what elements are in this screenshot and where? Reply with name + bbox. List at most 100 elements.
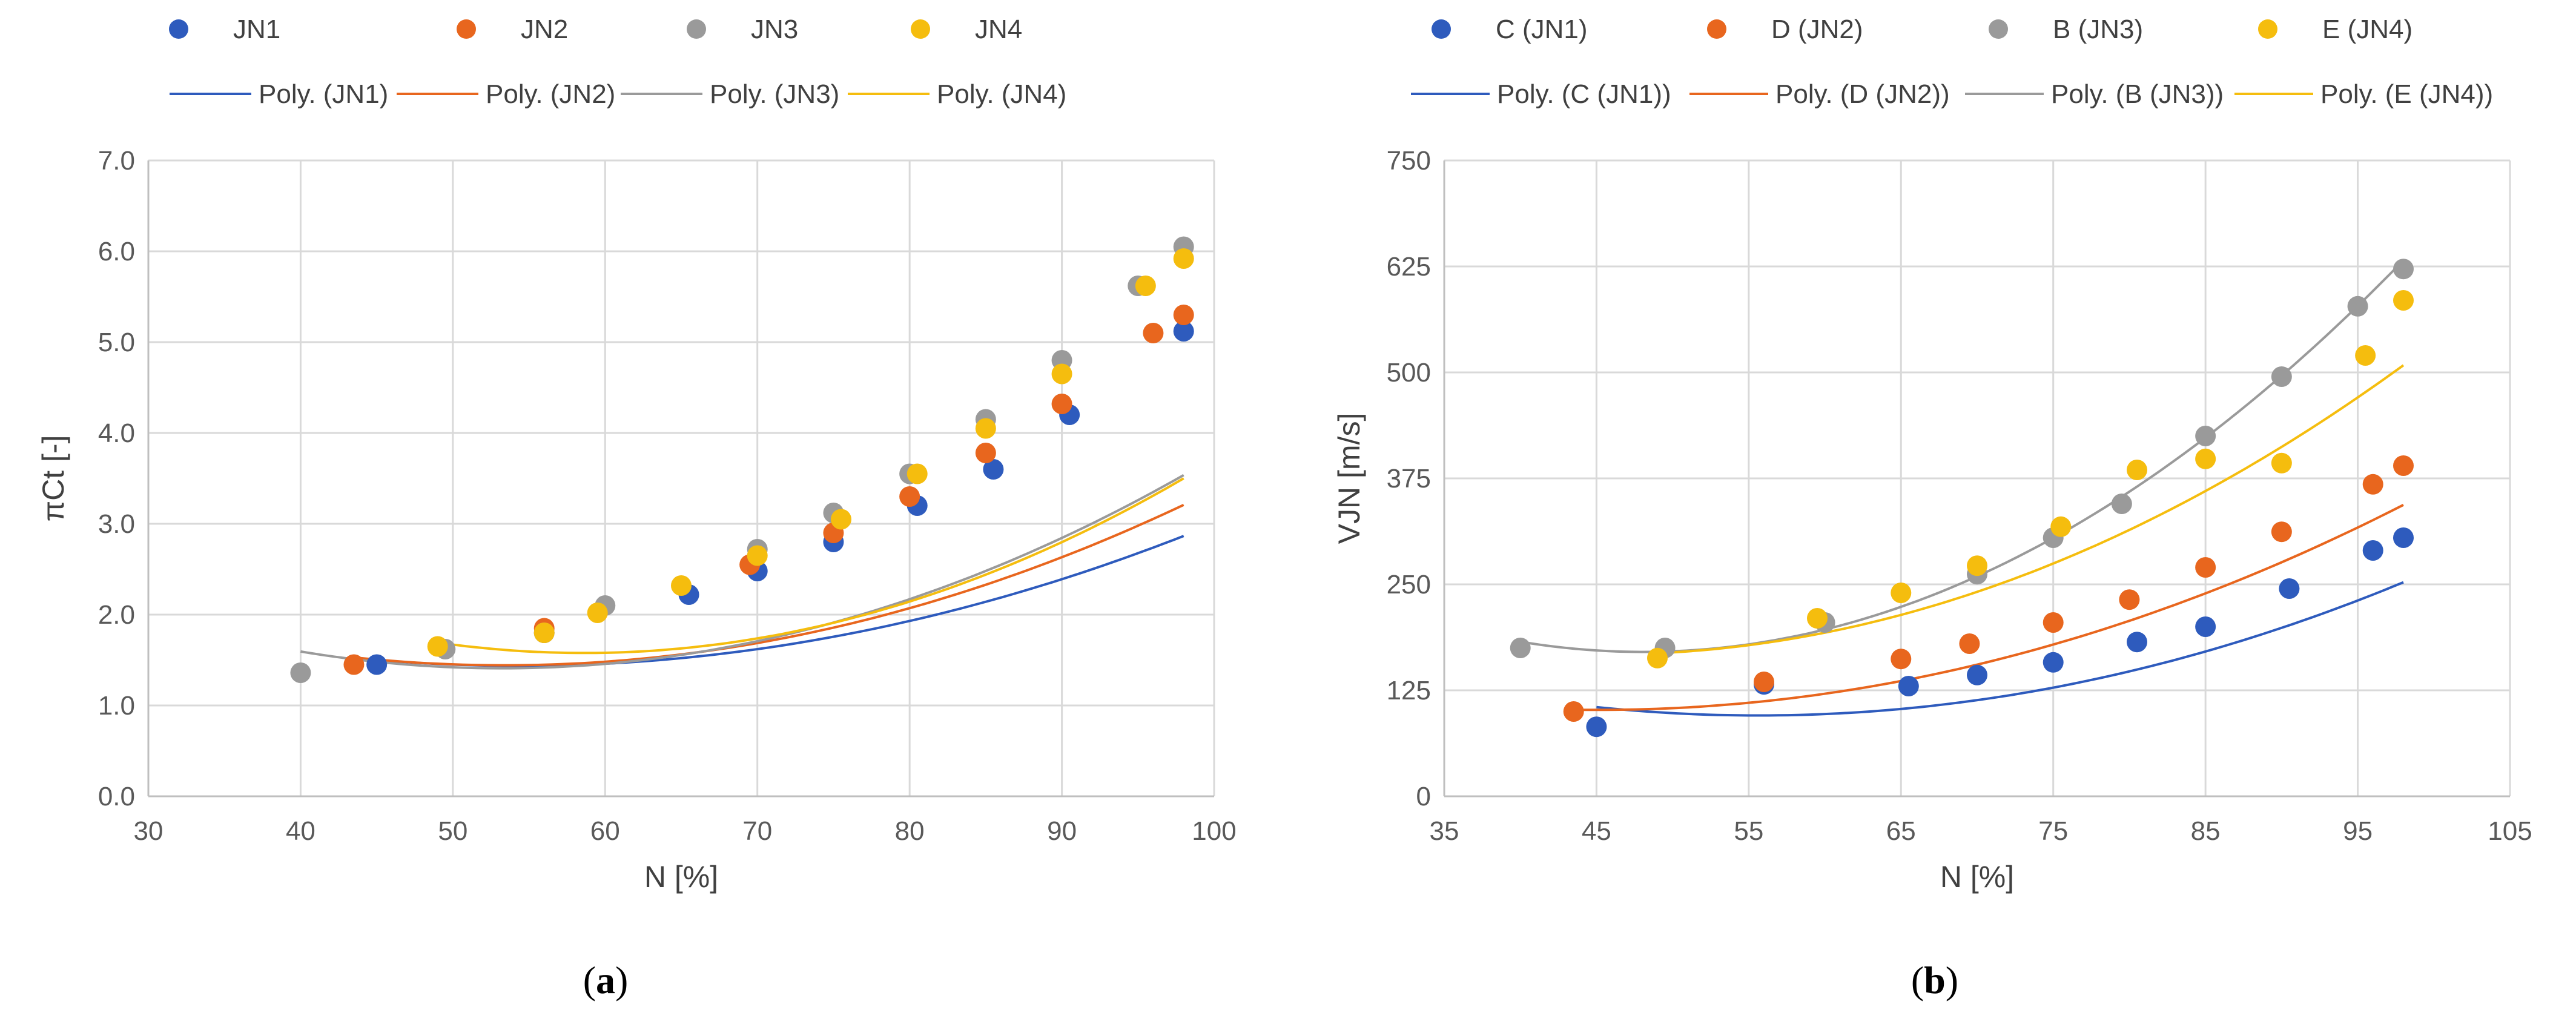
y-tick-label: 0 (1416, 782, 1431, 811)
x-tick-label: 100 (1192, 816, 1236, 846)
trendline-jn4 (1657, 364, 2405, 655)
y-tick-label: 3.0 (98, 509, 135, 539)
legend-trend-label: Poly. (JN3) (710, 79, 839, 109)
data-point-jn4 (2355, 345, 2376, 366)
data-point-jn2 (1563, 701, 1584, 722)
legend-label: C (JN1) (1496, 15, 1588, 44)
x-tick-label: 55 (1734, 816, 1763, 846)
data-point-jn3 (2111, 494, 2132, 514)
legend-label: E (JN4) (2322, 15, 2413, 44)
y-tick-label: 4.0 (98, 418, 135, 448)
data-point-jn2 (2362, 474, 2383, 495)
legend-marker-jn3 (1989, 19, 2008, 39)
data-point-jn4 (1051, 363, 1072, 385)
data-point-jn4 (1173, 248, 1194, 269)
data-point-jn4 (1807, 608, 1828, 629)
data-point-jn2 (2393, 455, 2414, 476)
legend-trend-label: Poly. (JN2) (486, 79, 615, 109)
data-point-jn4 (2393, 290, 2414, 311)
legend-marker-jn1 (169, 19, 188, 39)
legend-trend-label: Poly. (JN1) (259, 79, 388, 109)
data-point-jn1 (1586, 716, 1607, 738)
legend-trend-label: Poly. (D (JN2)) (1775, 79, 1950, 109)
data-point-jn4 (427, 636, 448, 657)
data-point-jn4 (533, 622, 555, 643)
data-point-jn4 (2127, 460, 2147, 480)
data-point-jn2 (343, 654, 365, 675)
legend-label: JN2 (521, 15, 568, 44)
y-tick-label: 7.0 (98, 146, 135, 176)
data-point-jn2 (2195, 557, 2216, 578)
legend-trend-label: Poly. (E (JN4)) (2320, 79, 2493, 109)
data-point-jn1 (2043, 652, 2064, 673)
x-tick-label: 95 (2343, 816, 2373, 846)
legend-label: D (JN2) (1771, 15, 1863, 44)
data-point-jn2 (2271, 521, 2292, 543)
legend-label: JN1 (233, 15, 280, 44)
trendline-jn2 (354, 503, 1184, 667)
data-point-jn1 (2127, 632, 2147, 653)
x-tick-label: 80 (895, 816, 925, 846)
data-point-jn1 (2279, 578, 2300, 599)
legend-marker-jn2 (457, 19, 476, 39)
data-point-jn4 (1135, 276, 1156, 296)
x-axis-label: N [%] (1940, 860, 2014, 894)
data-point-jn2 (975, 443, 996, 463)
data-point-jn1 (2362, 540, 2383, 561)
y-tick-label: 125 (1387, 676, 1431, 705)
data-point-jn2 (2119, 589, 2140, 610)
x-tick-label: 65 (1886, 816, 1916, 846)
x-tick-label: 30 (134, 816, 163, 846)
legend-trend-label: Poly. (JN4) (937, 79, 1066, 109)
legend-label: JN4 (975, 15, 1022, 44)
legend-marker-jn4 (911, 19, 930, 39)
y-tick-label: 0.0 (98, 782, 135, 811)
y-axis-label: VJN [m/s] (1332, 413, 1366, 544)
data-point-jn4 (1891, 583, 1912, 603)
y-tick-label: 2.0 (98, 600, 135, 630)
data-point-jn3 (1510, 638, 1531, 658)
data-point-jn1 (366, 654, 388, 675)
y-tick-label: 500 (1387, 358, 1431, 388)
legend-marker-jn1 (1432, 19, 1451, 39)
data-point-jn4 (671, 575, 692, 596)
y-axis-label: πCt [-] (36, 435, 70, 522)
x-tick-label: 90 (1047, 816, 1077, 846)
figure-caption: (a) (583, 959, 629, 1002)
data-point-jn3 (2195, 426, 2216, 446)
x-tick-label: 75 (2038, 816, 2068, 846)
trendline-jn2 (1573, 504, 2404, 712)
y-tick-label: 375 (1387, 464, 1431, 494)
legend-marker-jn4 (2258, 19, 2277, 39)
data-point-jn1 (1967, 664, 1987, 685)
trendline-jn3 (1520, 259, 2405, 653)
legend-marker-jn3 (687, 19, 706, 39)
x-tick-label: 70 (742, 816, 772, 846)
data-point-jn4 (2195, 448, 2216, 469)
legend-trend-label: Poly. (C (JN1)) (1497, 79, 1671, 109)
data-point-jn2 (1959, 633, 1980, 654)
y-tick-label: 250 (1387, 570, 1431, 599)
data-point-jn1 (1898, 676, 1919, 696)
y-tick-label: 750 (1387, 146, 1431, 176)
data-point-jn1 (1173, 321, 1194, 342)
data-point-jn2 (1891, 649, 1912, 670)
trendline-jn4 (437, 477, 1184, 655)
figure-caption: (b) (1911, 959, 1958, 1002)
data-point-jn1 (983, 459, 1004, 480)
data-point-jn3 (290, 662, 311, 683)
chart-a: 0.0 1.0 2.0 3.0 4.0 5.0 6.0 7.0 30 40 50 60 70 80 90 10… (36, 15, 1237, 1002)
data-point-jn4 (907, 463, 928, 484)
legend-trend-label: Poly. (B (JN3)) (2051, 79, 2224, 109)
data-point-jn3 (2347, 296, 2368, 317)
legend-label: JN3 (751, 15, 798, 44)
legend-label: B (JN3) (2053, 15, 2143, 44)
y-tick-label: 1.0 (98, 691, 135, 721)
trendline-jn1 (1596, 581, 2404, 717)
x-tick-label: 45 (1582, 816, 1611, 846)
data-point-jn2 (1143, 323, 1164, 343)
data-point-jn2 (1173, 305, 1194, 325)
data-point-jn4 (831, 509, 851, 530)
data-point-jn2 (899, 486, 920, 507)
